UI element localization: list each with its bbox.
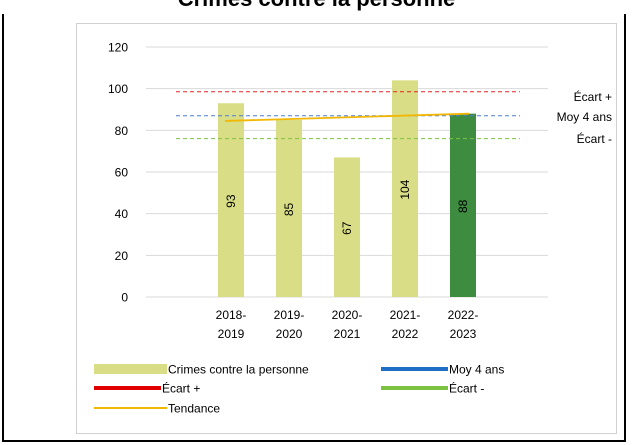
y-tick-label: 0 bbox=[121, 291, 128, 305]
bar[interactable] bbox=[450, 113, 476, 298]
page-title-text: Crimes contre la personne bbox=[178, 0, 456, 11]
legend-label: Écart - bbox=[449, 381, 484, 396]
legend-label: Crimes contre la personne bbox=[168, 363, 309, 377]
bar[interactable] bbox=[218, 103, 244, 297]
bar-data-label: 85 bbox=[282, 202, 296, 216]
x-tick-label: 2021- bbox=[390, 308, 421, 322]
x-tick-label: 2020 bbox=[276, 327, 303, 341]
legend-label: Tendance bbox=[168, 402, 220, 416]
bar[interactable] bbox=[334, 157, 360, 297]
x-tick-label: 2023 bbox=[450, 327, 477, 341]
annotation-label: Moy 4 ans bbox=[557, 110, 612, 124]
legend-swatch bbox=[94, 364, 167, 374]
x-tick-label: 2019- bbox=[274, 308, 305, 322]
legend-label: Moy 4 ans bbox=[449, 363, 504, 377]
x-tick-label: 2022- bbox=[448, 308, 479, 322]
annotation-label: Écart + bbox=[574, 89, 612, 104]
y-tick-label: 60 bbox=[115, 166, 129, 180]
legend-label: Écart + bbox=[162, 381, 200, 396]
y-tick-label: 120 bbox=[108, 41, 128, 55]
x-tick-label: 2021 bbox=[334, 327, 361, 341]
x-tick-label: 2018- bbox=[216, 308, 247, 322]
bar-data-label: 88 bbox=[456, 199, 470, 213]
page-title: Crimes contre la personne bbox=[0, 0, 633, 14]
x-tick-label: 2022 bbox=[392, 327, 419, 341]
y-tick-label: 20 bbox=[115, 249, 129, 263]
y-tick-label: 100 bbox=[108, 82, 128, 96]
y-tick-label: 80 bbox=[115, 124, 129, 138]
annotation-label: Écart - bbox=[577, 131, 612, 146]
outer-frame bbox=[2, 14, 626, 442]
bar-data-label: 67 bbox=[340, 221, 354, 235]
x-tick-label: 2020- bbox=[332, 308, 363, 322]
trend-line bbox=[224, 112, 470, 122]
bar[interactable] bbox=[276, 119, 302, 298]
y-tick-label: 40 bbox=[115, 207, 129, 221]
bar-data-label: 93 bbox=[224, 194, 238, 208]
x-tick-label: 2019 bbox=[218, 327, 245, 341]
bar-data-label: 104 bbox=[398, 179, 412, 199]
